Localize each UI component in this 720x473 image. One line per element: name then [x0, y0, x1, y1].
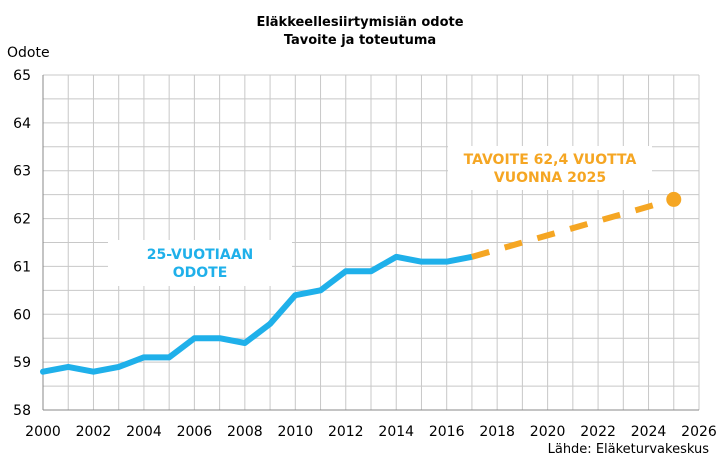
y-axis-label: Odote: [7, 45, 50, 61]
y-tick-label: 63: [13, 164, 31, 180]
chart-title-line1: Eläkkeellesiirtymisiän odote: [256, 15, 464, 30]
annotations: 25-VUOTIAAN ODOTE TAVOITE 62,4 VUOTTA VU…: [108, 146, 652, 286]
x-tick-label: 2002: [76, 424, 112, 440]
series-line-2: [471, 196, 675, 260]
actual-annotation-line2: ODOTE: [173, 265, 228, 281]
series-line-1: [40, 253, 475, 375]
x-tick-label: 2020: [530, 424, 566, 440]
y-tick-label: 65: [13, 68, 31, 84]
chart-subtitle: Tavoite ja toteutuma: [283, 33, 437, 48]
target-end-marker: [666, 191, 682, 207]
actual-annotation-box: [108, 240, 292, 286]
x-tick-label: 2010: [277, 424, 313, 440]
x-tick-label: 2008: [227, 424, 263, 440]
axes: [42, 75, 699, 411]
actual-annotation-line1: 25-VUOTIAAN: [147, 247, 254, 263]
y-tick-label: 60: [13, 307, 31, 323]
x-tick-label: 2016: [429, 424, 465, 440]
x-tick-label: 2006: [177, 424, 213, 440]
x-tick-label: 2018: [479, 424, 515, 440]
tick-labels: 2000 2002 2004 2006 2008 2010 2012 2014 2016 2018…: [13, 68, 717, 440]
chart-title: Eläkkeellesiirtymisiän odote Tavoite ja …: [0, 14, 720, 50]
y-tick-label: 62: [13, 212, 31, 228]
y-tick-label: 64: [13, 116, 31, 132]
x-tick-label: 2014: [378, 424, 414, 440]
target-annotation-line1: TAVOITE 62,4 VUOTTA: [464, 152, 637, 168]
target-annotation-box: [448, 146, 652, 190]
x-tick-label: 2012: [328, 424, 364, 440]
x-tick-label: 2024: [631, 424, 667, 440]
y-tick-label: 59: [13, 355, 31, 371]
series-group: [40, 191, 682, 375]
x-tick-label: 2004: [126, 424, 162, 440]
source-label: Lähde: Eläketurvakeskus: [547, 442, 709, 457]
x-tick-label: 2022: [580, 424, 616, 440]
x-tick-label: 2026: [681, 424, 717, 440]
y-tick-label: 58: [13, 403, 31, 419]
target-annotation-line2: VUONNA 2025: [494, 170, 606, 186]
y-tick-label: 61: [13, 259, 31, 275]
x-tick-label: 2000: [25, 424, 61, 440]
